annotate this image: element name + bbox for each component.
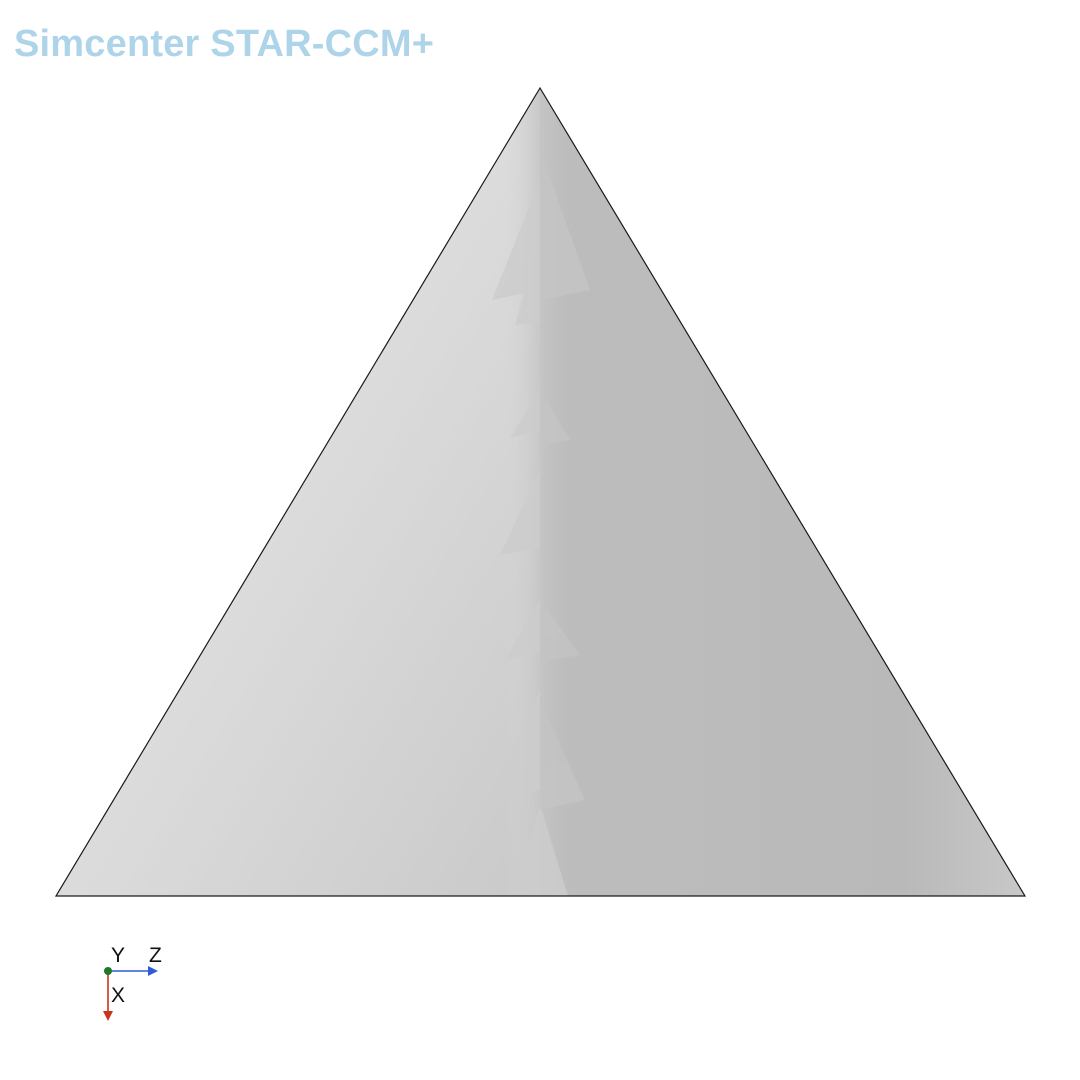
app-title: Simcenter STAR-CCM+ [14, 23, 435, 65]
pyramid-outline [54, 86, 1027, 897]
y-axis-dot-icon [104, 967, 112, 975]
y-axis-label: Y [111, 944, 125, 967]
axis-triad[interactable]: Y Z X [103, 944, 162, 1021]
x-axis-label: X [111, 984, 125, 1007]
x-axis-arrow-icon [103, 1011, 113, 1021]
z-axis-label: Z [149, 944, 162, 967]
pyramid-surface[interactable] [56, 88, 1025, 896]
z-axis-arrow-icon [148, 966, 158, 976]
mesh-facets [490, 180, 568, 896]
mesh-facets-right [540, 150, 590, 810]
